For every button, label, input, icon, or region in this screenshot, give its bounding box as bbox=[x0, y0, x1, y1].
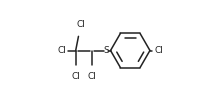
Text: Cl: Cl bbox=[71, 72, 80, 81]
Text: Cl: Cl bbox=[76, 20, 85, 29]
Text: S: S bbox=[103, 46, 109, 55]
Text: Cl: Cl bbox=[57, 46, 66, 55]
Text: Cl: Cl bbox=[87, 72, 96, 81]
Text: Cl: Cl bbox=[155, 46, 164, 55]
